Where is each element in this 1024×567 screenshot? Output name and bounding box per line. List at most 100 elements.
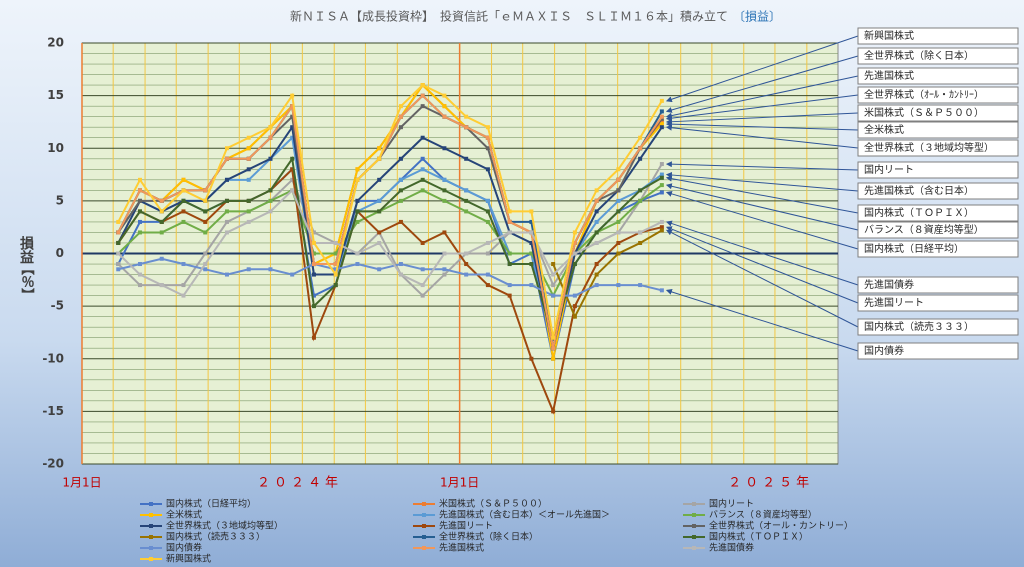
point [616,251,621,256]
point [268,125,273,130]
point [594,262,599,267]
point [420,188,425,193]
point [420,83,425,88]
point [572,262,577,267]
point [659,175,664,180]
callout-arrow [665,183,859,231]
point [137,177,142,182]
y-tick-label: 5 [56,193,64,207]
point [594,240,599,245]
legend-marker [149,524,153,528]
point [659,109,664,114]
y-tick-label: 20 [47,36,64,50]
point [594,188,599,193]
point [507,230,512,235]
callout-box [857,204,1019,222]
series-line [117,83,663,338]
point [551,346,556,351]
point [551,335,556,340]
callout-box [857,161,1019,179]
point [116,251,121,256]
point [485,209,490,214]
point [159,198,164,203]
point [224,219,229,224]
point [159,209,164,214]
callout-arrow [665,288,859,352]
point [377,156,382,161]
point [398,198,403,203]
point [333,283,338,288]
legend-label: 全米株式 [166,509,202,521]
point [377,230,382,235]
legend-label: 米国株式（Ｓ＆Ｐ５００） [439,498,547,510]
point [137,230,142,235]
legend-marker [149,557,153,561]
chart-title: 新ＮＩＳＡ【成長投資枠】 投資信託「ｅＭＡＸＩＳ ＳＬＩＭ１６本」積み立て [290,9,728,24]
callout-box [857,86,1019,104]
point [507,209,512,214]
callout-label: 先進国株式（含む日本） [864,184,974,197]
legend-label: 全世界株式（オール・カントリー） [709,520,853,532]
point [398,177,403,182]
point [551,272,556,277]
callout-label: 先進国債券 [864,278,914,291]
callout-box [857,240,1019,258]
point [616,167,621,172]
point [659,172,664,177]
point [659,190,664,195]
y-tick-label: 10 [47,141,64,155]
point [355,177,360,182]
point [377,240,382,245]
point [116,230,121,235]
series-line [117,167,663,415]
legend-marker [692,546,696,550]
point [507,293,512,298]
point [485,251,490,256]
point [442,177,447,182]
point [268,267,273,272]
point [529,262,534,267]
point [529,251,534,256]
callout-arrow [665,190,859,250]
callout-arrow [665,75,859,119]
point [181,293,186,298]
point [420,135,425,140]
point [377,177,382,182]
point [333,267,338,272]
point [420,283,425,288]
point [485,283,490,288]
legend-label: 先進国株式 [439,542,484,554]
series-line [552,229,663,320]
point [507,262,512,267]
legend-label: 先進国債券 [709,542,754,554]
point [659,122,664,127]
point [355,209,360,214]
point [181,283,186,288]
point [464,114,469,119]
point [420,93,425,98]
point [290,188,295,193]
point [464,125,469,130]
point [203,209,208,214]
point [529,230,534,235]
point [485,198,490,203]
callout-label: 国内株式（ＴＯＰＩＸ） [864,206,974,219]
point [616,177,621,182]
callout-label: 国内リート [864,163,914,176]
point [246,219,251,224]
legend-marker [422,546,426,550]
point [659,288,664,293]
legend-label: 国内株式（ＴＯＰＩＸ） [709,531,808,543]
chart-title-suffix: 〔損益〕 [733,9,781,24]
callout-box [857,182,1019,200]
point [355,198,360,203]
legend-label: 先進国リート [439,520,493,532]
point [464,251,469,256]
legend-label: 国内株式（読売３３３） [166,531,265,543]
point [290,114,295,119]
x-tick-label: 1月1日 [440,476,479,490]
callout-label: 全世界株式（ｵｰﾙ・ｶﾝﾄﾘｰ） [864,88,984,101]
point [616,240,621,245]
callout-box [857,67,1019,85]
legend-label: 全世界株式（除く日本） [439,531,538,543]
